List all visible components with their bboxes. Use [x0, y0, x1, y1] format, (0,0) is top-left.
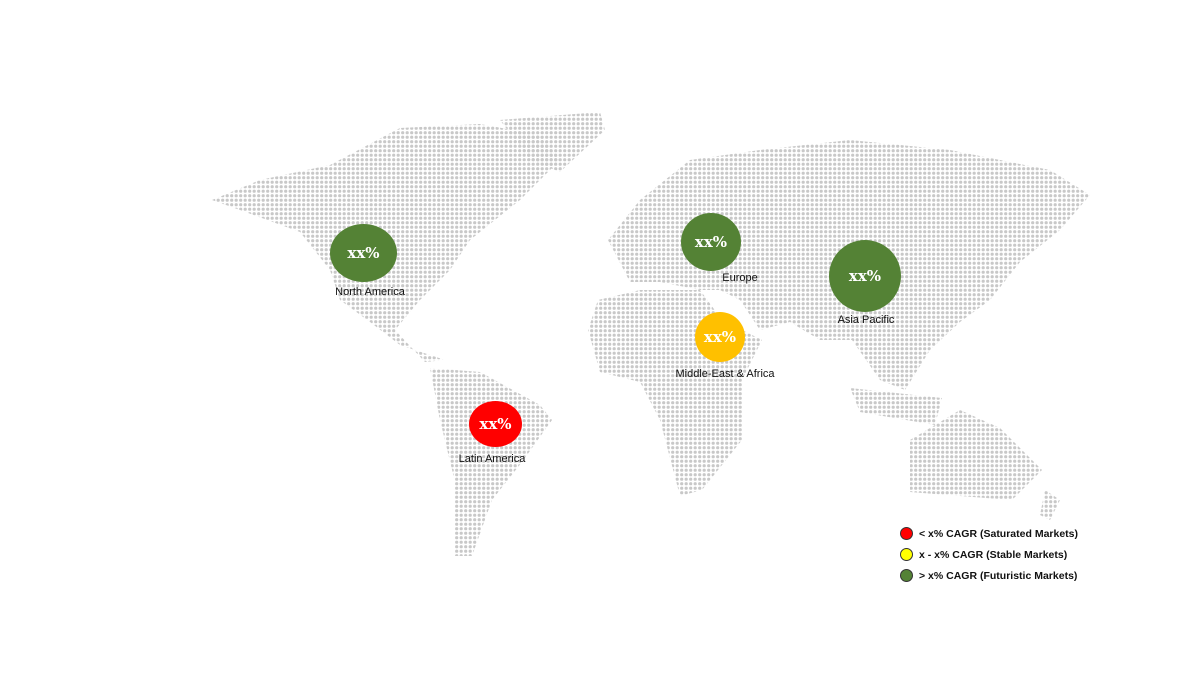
legend-item-stable: x - x% CAGR (Stable Markets)	[900, 544, 1078, 565]
continent-greenland	[500, 112, 605, 172]
bubble-latin-america: xx%	[469, 401, 522, 447]
legend-swatch-yellow	[900, 548, 913, 561]
label-asia-pacific: Asia Pacific	[837, 314, 895, 326]
label-latin-america: Latin America	[458, 453, 526, 465]
legend-label: < x% CAGR (Saturated Markets)	[919, 527, 1079, 540]
legend-label: > x% CAGR (Futuristic Markets)	[919, 569, 1078, 582]
continent-new-zealand	[1040, 490, 1060, 520]
label-middle-east-africa: Middle-East & Africa	[675, 368, 775, 380]
legend-swatch-green	[900, 569, 913, 582]
label-europe: Europe	[722, 272, 758, 284]
legend-item-saturated: < x% CAGR (Saturated Markets)	[900, 523, 1078, 544]
legend: < x% CAGR (Saturated Markets) x - x% CAG…	[900, 523, 1078, 586]
legend-swatch-red	[900, 527, 913, 540]
continent-australia	[910, 410, 1042, 500]
legend-label: x - x% CAGR (Stable Markets)	[919, 548, 1068, 561]
bubble-europe: xx%	[681, 213, 741, 271]
bubble-asia-pacific: xx%	[829, 240, 901, 312]
bubble-middle-east-africa: xx%	[695, 312, 745, 362]
continent-south-america	[430, 368, 552, 556]
legend-item-futuristic: > x% CAGR (Futuristic Markets)	[900, 565, 1078, 586]
continent-southeast-asia-islands	[850, 388, 942, 425]
label-north-america: North America	[335, 286, 405, 298]
bubble-north-america: xx%	[330, 224, 397, 282]
